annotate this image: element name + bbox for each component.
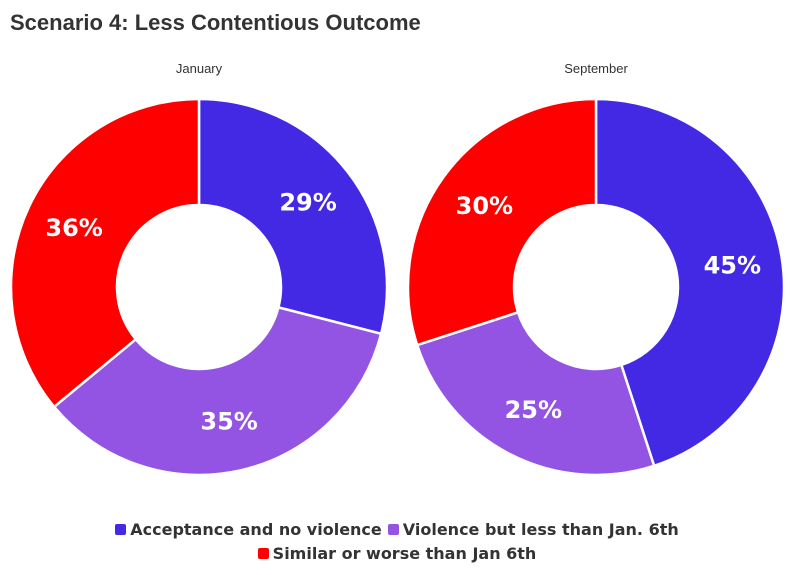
slice-january-0: [197, 97, 389, 336]
chart-subtitle-september: September: [564, 61, 628, 76]
legend-row-2: Similar or worse than Jan 6th: [0, 541, 794, 565]
slice-label-january-2: 36%: [45, 214, 102, 242]
slice-label-january-0: 29%: [279, 188, 336, 216]
slice-january-2: [9, 97, 201, 409]
chart-title: Scenario 4: Less Contentious Outcome: [10, 10, 421, 35]
slice-september-0: [594, 97, 786, 468]
slice-january-1: [52, 305, 383, 477]
donut-charts: January 29% 35% 36% September 45% 25% 30%: [9, 61, 786, 477]
legend-swatch-acceptance: [115, 523, 127, 535]
legend-row-1: Acceptance and no violence Violence but …: [0, 517, 794, 541]
legend-label-similar-worse: Similar or worse than Jan 6th: [272, 543, 537, 563]
slice-september-2: [406, 97, 598, 347]
legend: Acceptance and no violence Violence but …: [0, 517, 794, 565]
slice-label-september-1: 25%: [505, 396, 562, 424]
slice-label-september-2: 30%: [456, 192, 513, 220]
legend-swatch-similar-worse: [257, 547, 269, 559]
legend-item-acceptance: Acceptance and no violence: [115, 520, 382, 539]
legend-label-acceptance: Acceptance and no violence: [130, 519, 382, 539]
legend-label-violence-less: Violence but less than Jan. 6th: [402, 519, 679, 539]
slice-label-january-1: 35%: [200, 408, 257, 436]
chart-subtitle-january: January: [176, 61, 223, 76]
slice-label-september-0: 45%: [704, 251, 761, 279]
legend-item-similar-worse: Similar or worse than Jan 6th: [257, 543, 537, 563]
legend-item-violence-less: Violence but less than Jan. 6th: [387, 519, 679, 539]
slice-september-1: [415, 310, 656, 477]
legend-swatch-violence-less: [387, 523, 399, 535]
